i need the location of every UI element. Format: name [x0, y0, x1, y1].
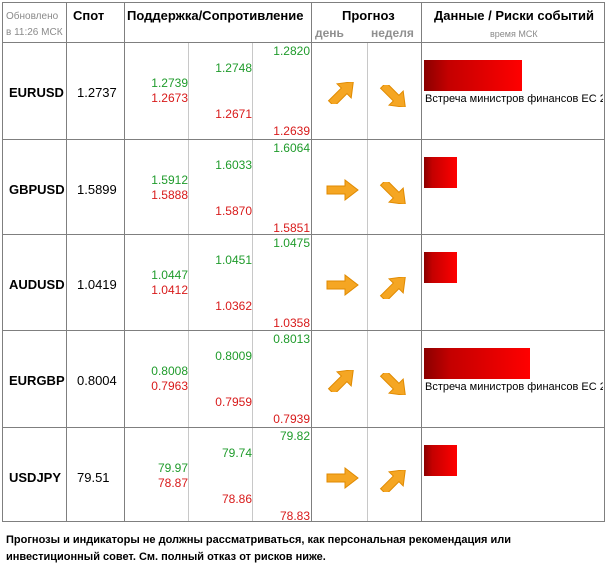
pair-name: USDJPY — [9, 470, 62, 485]
event-risk-bar — [424, 60, 522, 91]
divider — [124, 3, 125, 521]
support-level-2: 79.74 — [221, 446, 252, 460]
time-msk-label: время МСК — [490, 29, 538, 39]
support-level-2: 1.6033 — [215, 158, 252, 172]
divider — [3, 42, 604, 43]
spot-price: 79.51 — [77, 470, 110, 485]
support-level-1: 0.8008 — [151, 364, 188, 378]
resistance-level-1: 1.0412 — [151, 283, 188, 297]
divider — [3, 427, 604, 428]
divider — [3, 234, 604, 235]
support-level-3: 0.8013 — [273, 332, 310, 346]
support-level-2: 1.0451 — [215, 253, 252, 267]
pair-name: EURGBP — [9, 373, 65, 388]
events-header: Данные / Риски событий — [434, 8, 595, 23]
resistance-level-3: 0.7939 — [273, 412, 310, 426]
spot-price: 1.0419 — [77, 277, 117, 292]
divider — [66, 3, 67, 521]
forecast-week-down-arrow-icon — [379, 85, 406, 107]
forecast-week-up-arrow-icon — [379, 470, 406, 492]
support-level-2: 1.2748 — [215, 61, 252, 75]
forecast-week-down-arrow-icon — [379, 182, 406, 204]
forecast-day-right-arrow-icon — [326, 467, 359, 489]
support-level-1: 79.97 — [157, 461, 188, 475]
resistance-level-3: 1.2639 — [273, 124, 310, 138]
divider — [3, 139, 604, 140]
divider — [421, 3, 422, 521]
support-resistance-header: Поддержка/Сопротивление — [127, 8, 304, 23]
week-subheader: неделя — [371, 26, 414, 40]
support-level-2: 0.8009 — [215, 349, 252, 363]
event-risk-bar — [424, 348, 530, 379]
divider — [188, 43, 189, 521]
updated-time: в 11:26 МСК — [6, 27, 63, 38]
risk-disclaimer: Прогнозы и индикаторы не должны рассматр… — [6, 534, 512, 563]
resistance-level-2: 1.2671 — [215, 107, 252, 121]
event-risk-bar — [424, 157, 457, 188]
divider — [3, 330, 604, 331]
resistance-level-3: 1.5851 — [273, 221, 310, 235]
pair-name: EURUSD — [9, 85, 64, 100]
pair-name: GBPUSD — [9, 182, 65, 197]
event-note: Встреча министров финансов ЕС 20:00 — [425, 93, 603, 105]
resistance-level-1: 1.2673 — [151, 91, 188, 105]
event-risk-bar — [424, 252, 457, 283]
divider — [311, 3, 312, 521]
resistance-level-2: 78.86 — [221, 492, 252, 506]
resistance-level-2: 0.7959 — [215, 395, 252, 409]
updated-label: Обновлено — [6, 11, 59, 22]
forecast-header: Прогноз — [342, 8, 395, 23]
spot-price: 0.8004 — [77, 373, 117, 388]
support-level-1: 1.2739 — [151, 76, 188, 90]
resistance-level-2: 1.0362 — [215, 299, 252, 313]
divider — [252, 43, 253, 521]
support-level-3: 1.0475 — [273, 236, 310, 250]
spot-price: 1.2737 — [77, 85, 117, 100]
forecast-day-up-arrow-icon — [327, 370, 354, 392]
spot-price: 1.5899 — [77, 182, 117, 197]
event-risk-bar — [424, 445, 457, 476]
resistance-level-1: 78.87 — [157, 476, 188, 490]
pair-name: AUDUSD — [9, 277, 65, 292]
support-level-3: 1.2820 — [273, 44, 310, 58]
event-note: Встреча министров финансов ЕС 20:00 — [425, 381, 603, 393]
support-level-3: 1.6064 — [273, 141, 310, 155]
support-level-1: 1.5912 — [151, 173, 188, 187]
forecast-table: Обновлено в 11:26 МСК Спот Поддержка/Соп… — [2, 2, 605, 523]
forecast-week-down-arrow-icon — [379, 373, 406, 395]
resistance-level-1: 1.5888 — [151, 188, 188, 202]
forecast-week-up-arrow-icon — [379, 277, 406, 299]
spot-header: Спот — [73, 8, 105, 23]
support-level-3: 79.82 — [279, 429, 310, 443]
resistance-level-1: 0.7963 — [151, 379, 188, 393]
divider — [367, 43, 368, 521]
forecast-day-right-arrow-icon — [326, 274, 359, 296]
resistance-level-3: 78.83 — [279, 509, 310, 523]
day-subheader: день — [315, 26, 344, 40]
resistance-level-2: 1.5870 — [215, 204, 252, 218]
resistance-level-3: 1.0358 — [273, 316, 310, 330]
forecast-day-up-arrow-icon — [327, 82, 354, 104]
support-level-1: 1.0447 — [151, 268, 188, 282]
forecast-day-right-arrow-icon — [326, 179, 359, 201]
